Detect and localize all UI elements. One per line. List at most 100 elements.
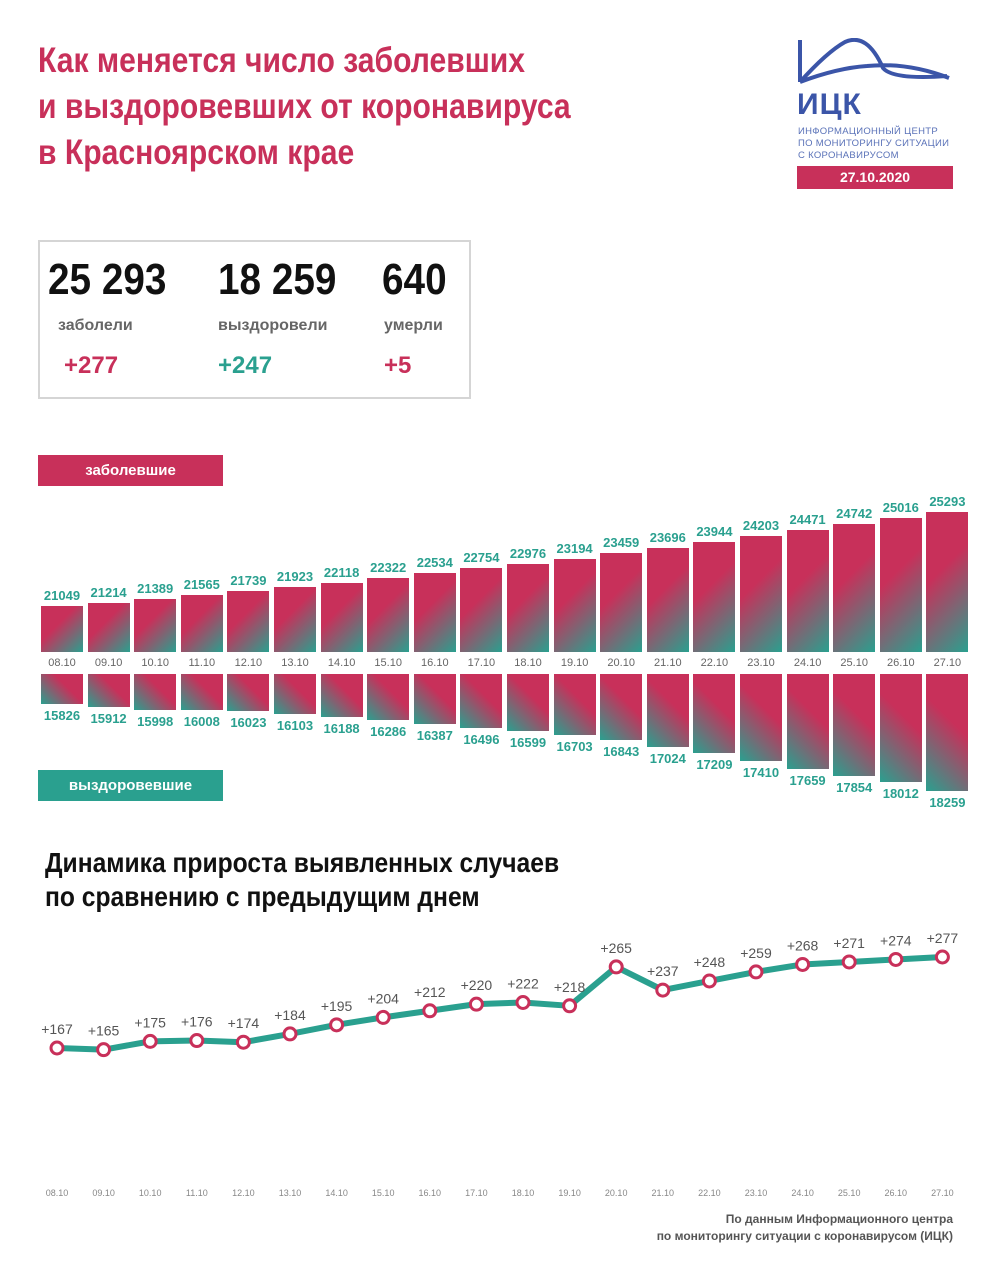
growth-date-label: 12.10 — [232, 1188, 255, 1198]
bar-recovered — [786, 674, 829, 770]
growth-point — [49, 1040, 65, 1056]
growth-point — [468, 996, 484, 1012]
bar-recovered — [87, 674, 130, 707]
bar-recovered — [600, 674, 643, 741]
growth-point — [748, 964, 764, 980]
growth-date-label: 14.10 — [325, 1188, 348, 1198]
growth-point-label: +175 — [134, 1014, 166, 1030]
bar-cases-value: 23459 — [603, 534, 640, 550]
growth-point — [422, 1003, 438, 1019]
bar-cases — [646, 547, 689, 652]
bar-recovered-value: 17410 — [742, 764, 780, 780]
bar-date-label: 13.10 — [281, 657, 309, 669]
bar-cases — [693, 542, 736, 652]
bar-cases — [87, 602, 130, 652]
stat-delta: +247 — [218, 352, 273, 379]
bar-recovered — [740, 674, 782, 761]
growth-point — [235, 1034, 251, 1050]
growth-point — [655, 982, 671, 998]
growth-point — [841, 954, 857, 970]
growth-point-label: +167 — [41, 1021, 73, 1037]
bar-recovered-value: 16008 — [183, 714, 220, 730]
growth-point-label: +184 — [274, 1007, 306, 1023]
logo: ИЦК ИНФОРМАЦИОННЫЙ ЦЕНТР ПО МОНИТОРИНГУ … — [797, 38, 957, 161]
growth-point-label: +195 — [321, 998, 353, 1014]
growth-date-label: 19.10 — [558, 1188, 581, 1198]
bar-cases — [553, 558, 596, 652]
bar-cases — [740, 536, 782, 652]
bar-date-label: 15.10 — [374, 657, 402, 669]
bar-cases-value: 22118 — [323, 564, 360, 580]
bar-cases-value: 23944 — [696, 524, 733, 539]
bar-cases — [833, 524, 876, 652]
growth-date-label: 21.10 — [652, 1188, 675, 1198]
bar-recovered — [646, 674, 689, 747]
legend-recovered-label: выздоровевшие — [38, 770, 223, 801]
bar-recovered-value: 16023 — [230, 714, 267, 730]
stat-delta: +5 — [384, 352, 412, 379]
growth-date-label: 23.10 — [745, 1188, 768, 1198]
growth-date-label: 17.10 — [465, 1188, 488, 1198]
growth-point — [701, 973, 717, 989]
growth-point-label: +248 — [694, 954, 726, 970]
line-chart-title-line: по сравнению с предыдущим днем — [45, 881, 480, 912]
bar-cases-value: 21923 — [276, 568, 314, 584]
growth-point-label: +265 — [600, 940, 632, 956]
bar-cases — [180, 594, 223, 652]
bar-recovered — [320, 674, 363, 717]
growth-point-label: +174 — [228, 1015, 260, 1031]
bar-date-label: 25.10 — [840, 657, 868, 669]
bar-recovered-value: 16843 — [603, 744, 640, 760]
bar-date-label: 17.10 — [467, 657, 496, 669]
bar-cases — [367, 578, 410, 652]
bar-date-label: 20.10 — [607, 657, 635, 669]
bar-cases-value: 21389 — [137, 580, 174, 596]
bar-recovered-value: 17209 — [696, 757, 733, 773]
bar-cases-value: 22534 — [416, 555, 453, 571]
bar-recovered — [926, 674, 969, 791]
bar-date-label: 16.10 — [421, 657, 449, 669]
bar-recovered — [274, 674, 316, 714]
bar-date-label: 21.10 — [654, 657, 682, 669]
growth-date-label: 22.10 — [698, 1188, 721, 1198]
bar-recovered-value: 16599 — [509, 735, 547, 751]
bar-cases-value: 21049 — [43, 588, 81, 604]
bar-recovered — [833, 674, 876, 777]
bar-cases-value: 21739 — [230, 573, 267, 589]
logo-description: ИНФОРМАЦИОННЫЙ ЦЕНТР ПО МОНИТОРИНГУ СИТУ… — [798, 126, 968, 162]
bar-recovered — [507, 674, 549, 732]
bar-recovered — [413, 674, 456, 724]
growth-point — [562, 998, 578, 1014]
bar-recovered-value: 16387 — [416, 727, 453, 743]
growth-point — [375, 1009, 391, 1025]
growth-date-label: 16.10 — [419, 1188, 442, 1198]
bar-recovered-value: 16496 — [463, 731, 500, 747]
growth-point — [282, 1026, 298, 1042]
bar-cases-value: 21214 — [90, 584, 127, 600]
bar-cases — [41, 606, 83, 652]
growth-date-label: 10.10 — [139, 1188, 162, 1198]
bar-cases-value: 24203 — [742, 518, 780, 534]
logo-desc-line: ИНФОРМАЦИОННЫЙ ЦЕНТР — [798, 126, 938, 137]
bar-date-label: 22.10 — [700, 657, 729, 669]
title-line: Как меняется число заболевших — [38, 41, 526, 80]
bar-date-label: 14.10 — [327, 657, 356, 669]
bar-recovered-value: 15912 — [90, 710, 127, 726]
logo-desc-line: ПО МОНИТОРИНГУ СИТУАЦИИ — [798, 138, 950, 149]
bar-recovered-value: 16103 — [276, 717, 314, 733]
growth-point — [795, 956, 811, 972]
bar-recovered-value: 16286 — [370, 724, 407, 740]
bar-recovered — [460, 674, 503, 728]
stat-label: заболели — [58, 317, 133, 334]
bar-recovered — [879, 674, 922, 783]
growth-date-label: 27.10 — [931, 1188, 954, 1198]
logo-abbr: ИЦК — [797, 88, 862, 121]
growth-point-label: +259 — [740, 945, 772, 961]
bar-cases-value: 21565 — [183, 576, 220, 592]
growth-date-label: 26.10 — [885, 1188, 908, 1198]
bar-cases — [134, 598, 177, 652]
line-chart: +167 08.10 +165 09.10 +175 10.10 +176 11.10 +174… — [41, 930, 958, 1198]
bar-cases — [507, 563, 549, 652]
bar-cases — [413, 573, 456, 652]
bar-recovered-value: 18012 — [882, 786, 919, 802]
